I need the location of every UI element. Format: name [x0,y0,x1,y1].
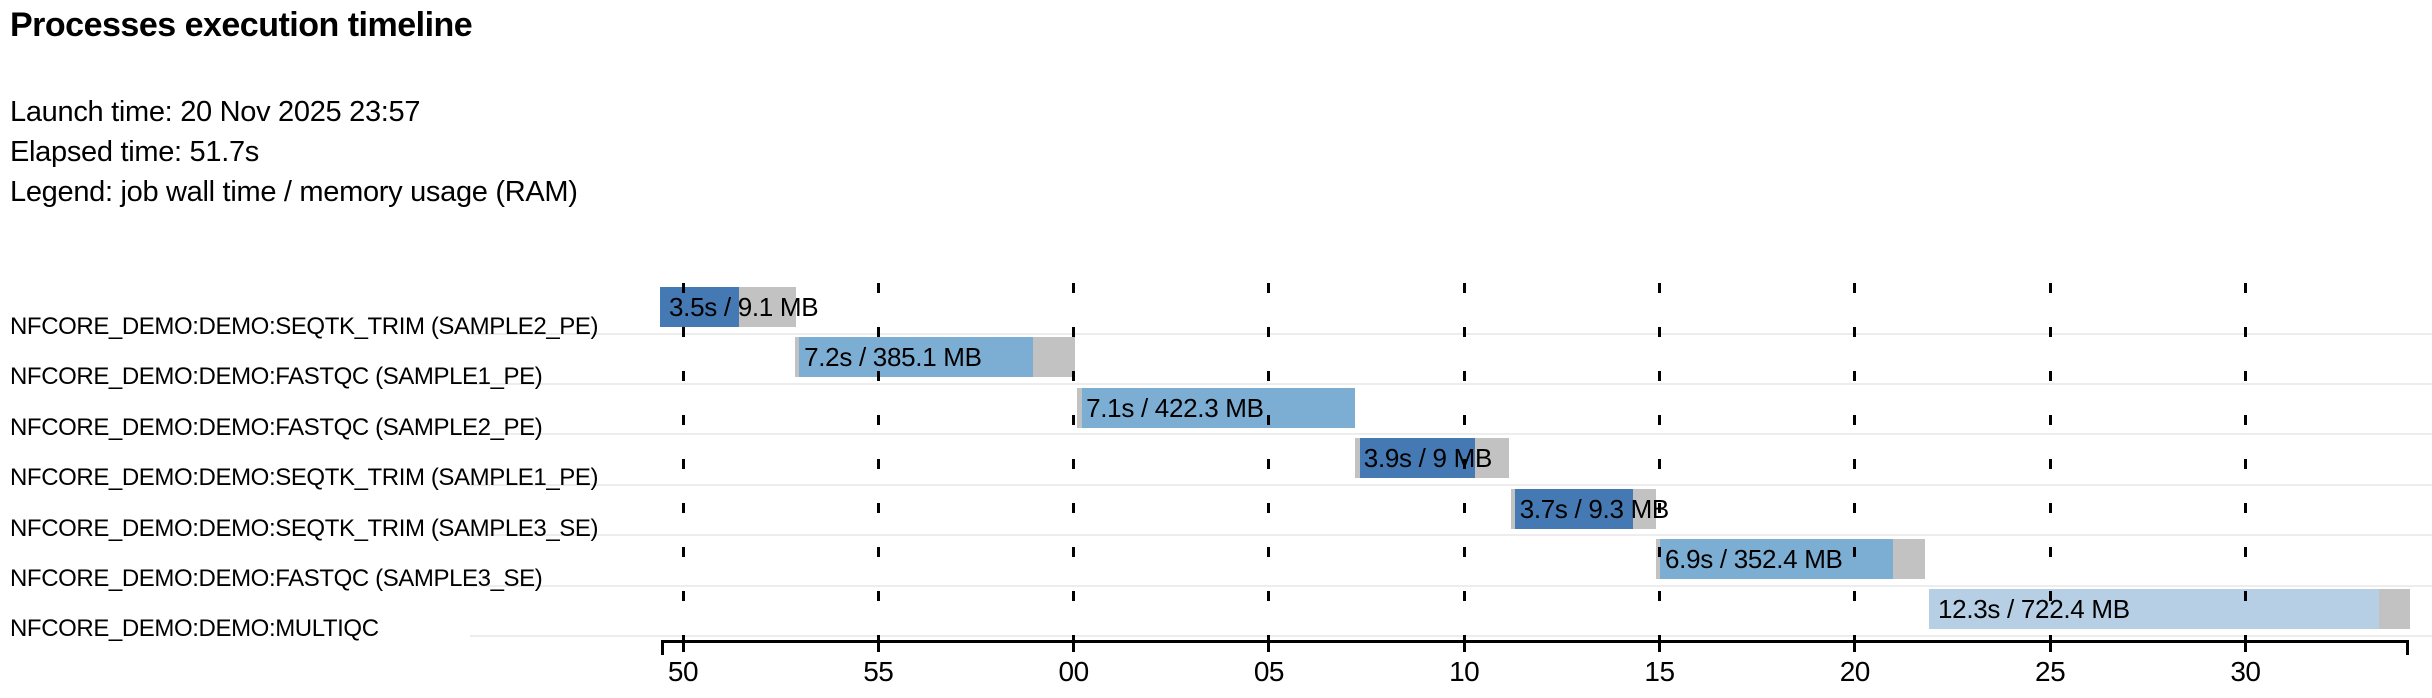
task-bar-runtime [799,337,1033,378]
row-separator [470,382,2432,385]
x-axis-tick [2243,640,2247,652]
gridline [1267,283,1271,640]
x-axis-tick [1267,640,1271,652]
x-axis-tick-label: 30 [2230,656,2261,687]
legend-text: Legend: job wall time / memory usage (RA… [10,176,578,208]
task-bar-label: 3.7s / 9.3 MB [1519,493,1670,524]
x-axis-tick-label: 55 [863,656,894,687]
task-bar-label: 3.5s / 9.1 MB [669,292,819,322]
task-bar-runtime [1081,387,1355,428]
task-name-label: NFCORE_DEMO:DEMO:SEQTK_TRIM (SAMPLE3_SE) [10,514,599,542]
x-axis-tick-label: 15 [1644,656,1675,687]
gridline [1462,283,1466,640]
task-bar-runtime [1515,488,1633,529]
x-axis-tick [1658,640,1661,652]
row-separator [470,634,2432,637]
task-name-label: NFCORE_DEMO:DEMO:SEQTK_TRIM (SAMPLE2_PE) [10,313,599,340]
row-separator [470,534,2432,537]
gridline [876,283,880,640]
task-bar-label: 7.1s / 422.3 MB [1086,392,1264,423]
gridline [681,283,685,640]
x-axis-tick-label: 25 [2035,656,2066,687]
task-bar-label: 6.9s / 352.4 MB [1665,544,1843,574]
row-separator [470,433,2432,436]
task-bar-label: 12.3s / 722.4 MB [1938,594,2130,625]
x-axis-tick [1072,640,1076,652]
task-name-label: NFCORE_DEMO:DEMO:FASTQC (SAMPLE3_SE) [10,565,543,592]
task-name-label: NFCORE_DEMO:DEMO:FASTQC (SAMPLE1_PE) [10,363,543,391]
x-axis-tick [1853,640,1857,652]
x-axis-tick [1462,640,1466,652]
task-bar-runtime [1929,589,2379,630]
gridline [1853,283,1857,640]
gridline [2243,283,2247,640]
x-axis-tick-label: 05 [1253,656,1285,687]
task-bar-runtime [1359,438,1475,479]
x-axis-tick [2048,640,2052,652]
x-axis-endcap-left [661,640,665,655]
row-separator [470,483,2432,486]
row-separator [470,584,2432,587]
elapsed-time-text: Elapsed time: 51.7s [10,136,259,168]
task-bar-runtime [660,287,739,327]
row-separator [470,332,2432,335]
task-name-label: NFCORE_DEMO:DEMO:FASTQC (SAMPLE2_PE) [10,413,543,441]
x-axis-tick-label: 50 [667,656,699,687]
launch-time-text: Launch time: 20 Nov 2025 23:57 [10,96,421,128]
x-axis-endcap-right [2405,640,2409,655]
x-axis-line [661,640,2409,643]
page-title: Processes execution timeline [10,6,473,44]
gridline [2048,283,2052,640]
x-axis-tick-label: 10 [1449,656,1480,687]
x-axis-tick-label: 20 [1839,656,1871,687]
x-axis-tick [876,640,880,652]
gridline [1658,283,1661,640]
task-bar-label: 3.9s / 9 MB [1363,443,1493,474]
task-name-label: NFCORE_DEMO:DEMO:SEQTK_TRIM (SAMPLE1_PE) [10,464,599,492]
x-axis-tick [681,640,685,652]
x-axis-tick-label: 00 [1058,656,1090,687]
task-name-label: NFCORE_DEMO:DEMO:MULTIQC [10,615,379,643]
task-bar-label: 7.2s / 385.1 MB [804,342,982,373]
gridline [1072,283,1076,640]
